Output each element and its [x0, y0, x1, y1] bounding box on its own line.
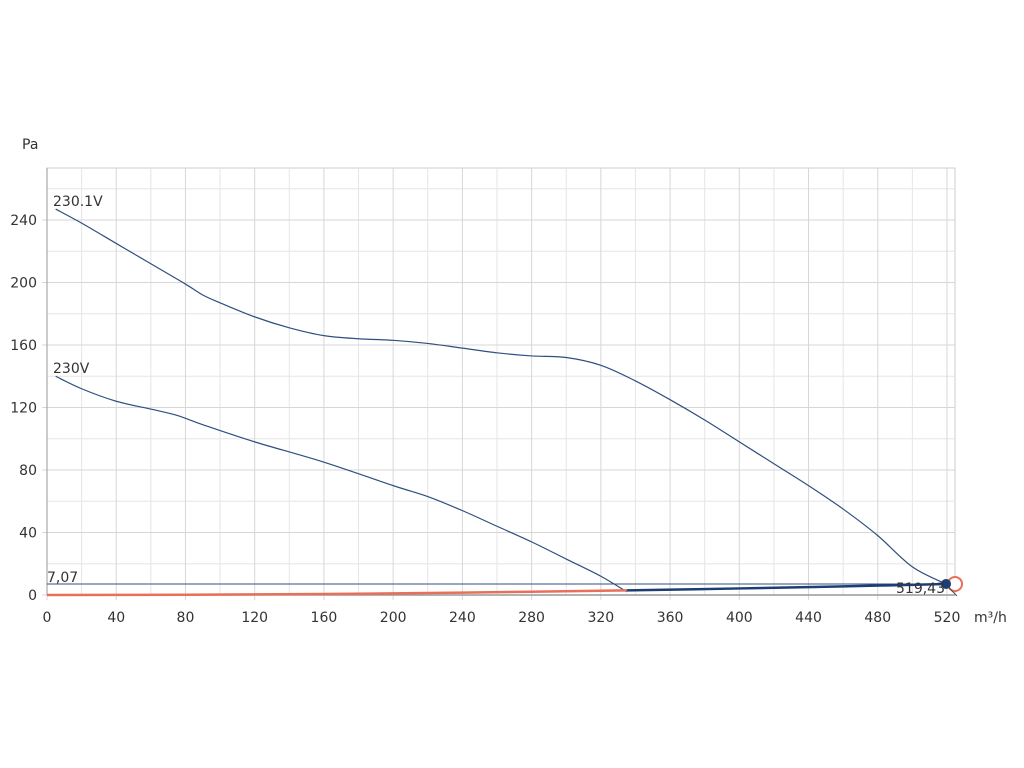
system-curve: [46, 589, 627, 597]
x-tick-labels: 0 40 80 120 160 200 240 280 320 360 400 440 480 520: [43, 610, 961, 626]
y-tick-labels: 0 40 80 120 160 200 240: [10, 213, 37, 604]
x-tick-label: 520: [934, 610, 961, 626]
x-tick-label: 120: [241, 610, 268, 626]
grid-minor: [47, 168, 955, 595]
y-tick-label: 0: [28, 588, 37, 604]
series-label-230v: 230V: [53, 361, 90, 377]
x-tick-label: 400: [726, 610, 753, 626]
x-tick-label: 160: [311, 610, 338, 626]
plot-area: [46, 167, 956, 596]
y-tick-label: 160: [10, 338, 37, 354]
operating-point-label: 519,43: [896, 581, 945, 597]
y-tick-label: 240: [10, 213, 37, 229]
x-tick-label: 480: [864, 610, 891, 626]
system-curve-operating: [626, 582, 947, 592]
x-tick-label: 360: [657, 610, 684, 626]
x-tick-label: 80: [177, 610, 195, 626]
x-tick-label: 40: [107, 610, 125, 626]
y-tick-label: 200: [10, 276, 37, 292]
x-tick-label: 0: [43, 610, 52, 626]
y-axis-label: Pa: [22, 137, 38, 153]
x-axis-label: m³/h: [974, 610, 1007, 626]
markers: [941, 575, 964, 597]
fan-curve-230-1v: [55, 208, 947, 585]
x-tick-label: 200: [380, 610, 407, 626]
reference-line-label: 7,07: [47, 570, 78, 586]
series-layer: [46, 208, 955, 597]
operating-point-dot: [941, 578, 952, 589]
fan-curve-230v: [55, 375, 628, 593]
x-tick-label: 280: [518, 610, 545, 626]
y-tick-label: 40: [19, 526, 37, 542]
y-tick-label: 80: [19, 463, 37, 479]
y-tick-label: 120: [10, 401, 37, 417]
x-tick-label: 240: [449, 610, 476, 626]
x-tick-label: 320: [587, 610, 614, 626]
x-tick-label: 440: [795, 610, 822, 626]
series-label-230-1v: 230.1V: [53, 194, 103, 210]
